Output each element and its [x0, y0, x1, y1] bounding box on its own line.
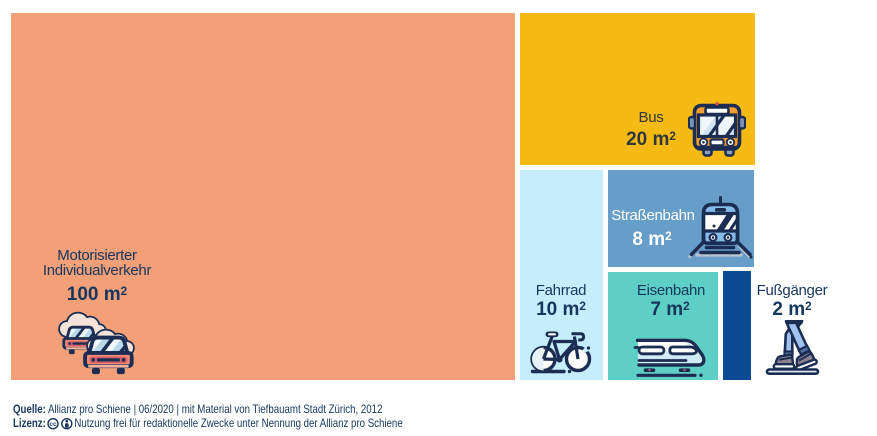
svg-text:cc: cc — [49, 421, 57, 428]
